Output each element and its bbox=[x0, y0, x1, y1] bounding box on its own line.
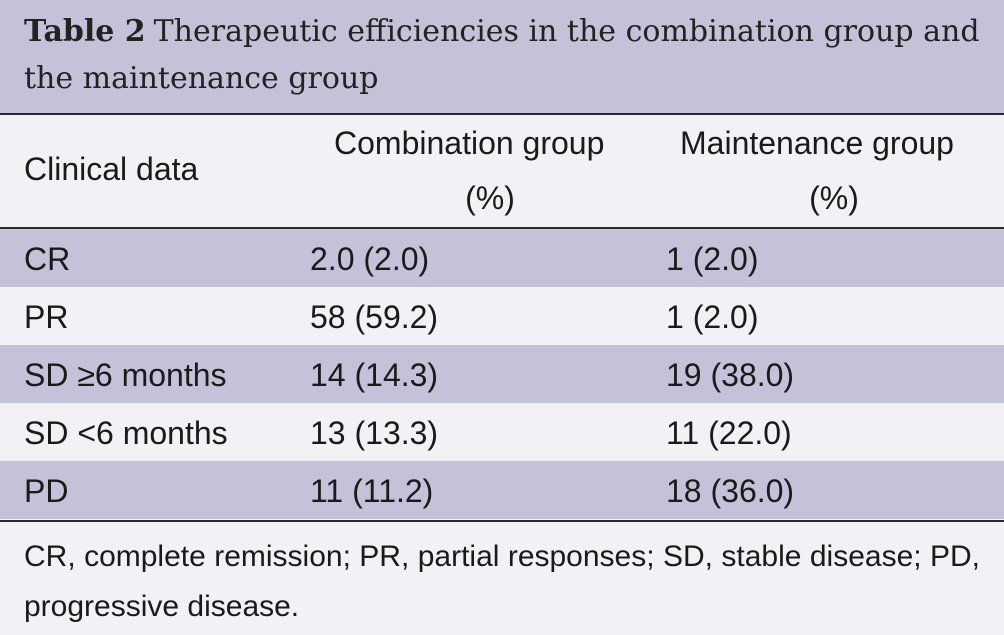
table-row: CR 2.0 (2.0) 1 (2.0) bbox=[0, 229, 1004, 287]
header-combination-group-label: Combination group bbox=[334, 125, 605, 161]
cell-clinical: PR bbox=[24, 299, 69, 335]
header-maintenance-group-unit: (%) bbox=[809, 180, 859, 216]
cell-clinical: CR bbox=[24, 241, 71, 277]
table-row: SD <6 months 13 (13.3) 11 (22.0) bbox=[0, 403, 1004, 461]
table-row: PR 58 (59.2) 1 (2.0) bbox=[0, 287, 1004, 345]
cell-maintenance: 1 (2.0) bbox=[666, 241, 759, 277]
header-rule bbox=[0, 227, 1004, 229]
cell-combination: 13 (13.3) bbox=[310, 415, 439, 451]
table-caption: Table 2 Therapeutic efficiencies in the c… bbox=[0, 0, 1004, 114]
cell-combination: 2.0 (2.0) bbox=[310, 241, 430, 277]
bottom-rule bbox=[0, 520, 1004, 522]
cell-maintenance: 18 (36.0) bbox=[666, 473, 795, 509]
cell-maintenance: 19 (38.0) bbox=[666, 357, 795, 393]
cell-combination: 58 (59.2) bbox=[310, 299, 439, 335]
header-maintenance-group: Maintenance group (%) bbox=[680, 115, 992, 227]
cell-clinical: SD <6 months bbox=[24, 415, 228, 451]
header-maintenance-group-label: Maintenance group bbox=[680, 125, 954, 161]
cell-combination: 11 (11.2) bbox=[310, 473, 434, 509]
table-body: CR 2.0 (2.0) 1 (2.0) PR 58 (59.2) 1 (2.0… bbox=[0, 229, 1004, 519]
header-clinical-data-label: Clinical data bbox=[24, 151, 199, 187]
cell-clinical: SD ≥6 months bbox=[24, 357, 227, 393]
table-row: SD ≥6 months 14 (14.3) 19 (38.0) bbox=[0, 345, 1004, 403]
table-footnote: CR, complete remission; PR, partial resp… bbox=[0, 522, 1004, 635]
table-caption-label: Table 2 bbox=[24, 14, 146, 49]
header-combination-group: Combination group (%) bbox=[334, 115, 646, 227]
cell-clinical: PD bbox=[24, 473, 69, 509]
cell-maintenance: 1 (2.0) bbox=[666, 299, 759, 335]
table-header: Clinical data Combination group (%) Main… bbox=[0, 115, 1004, 227]
top-rule bbox=[0, 113, 1004, 115]
cell-maintenance: 11 (22.0) bbox=[666, 415, 792, 451]
cell-combination: 14 (14.3) bbox=[310, 357, 439, 393]
table-caption-text: Therapeutic efficiencies in the combinat… bbox=[24, 14, 980, 96]
header-combination-group-unit: (%) bbox=[465, 180, 515, 216]
header-clinical-data: Clinical data bbox=[24, 115, 294, 227]
table-row: PD 11 (11.2) 18 (36.0) bbox=[0, 461, 1004, 519]
